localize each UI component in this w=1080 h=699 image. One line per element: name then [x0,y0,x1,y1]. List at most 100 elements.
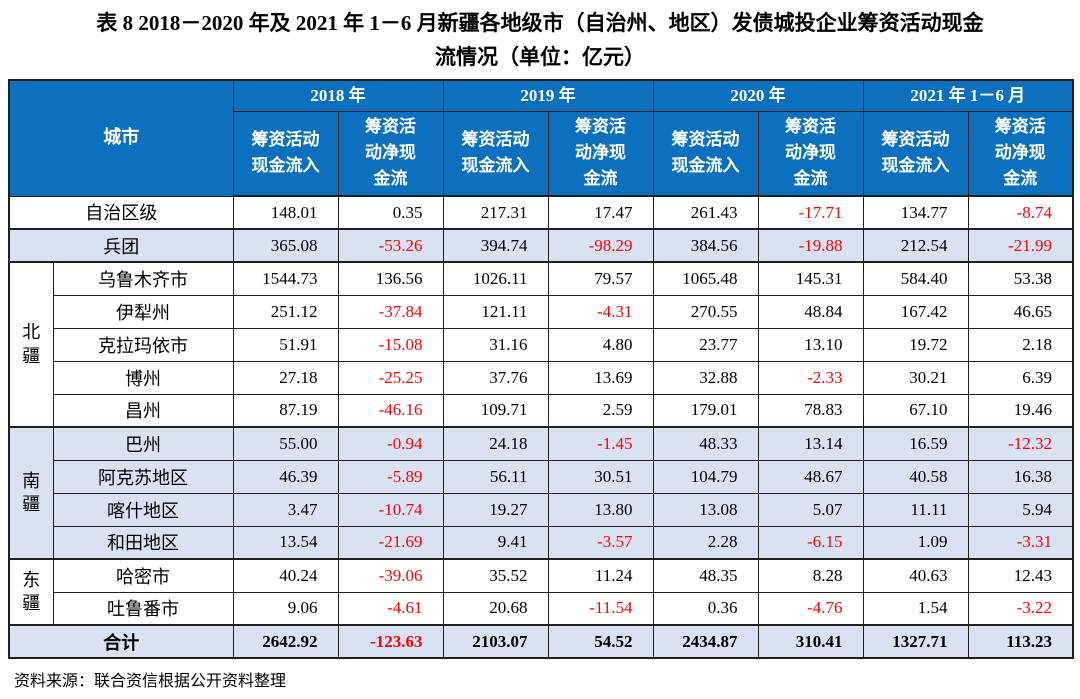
city-cell: 昌州 [52,393,234,428]
value-cell: 54.52 [547,624,654,659]
value-cell: 40.58 [862,459,969,494]
value-cell: 104.79 [652,459,759,494]
value-cell: 13.14 [757,426,864,461]
city-cell: 阿克苏地区 [52,459,234,494]
value-cell: 2.59 [547,393,654,428]
value-cell: 8.28 [757,558,864,593]
value-cell: 87.19 [232,393,339,428]
column-header-city: 城市 [8,79,234,197]
value-cell: 2642.92 [232,624,339,659]
value-cell: -98.29 [547,228,654,263]
city-cell: 吐鲁番市 [52,591,234,626]
value-cell: 4.80 [547,327,654,362]
value-cell: 12.43 [967,558,1074,593]
value-cell: -46.16 [337,393,444,428]
value-cell: 27.18 [232,360,339,395]
value-cell: -1.45 [547,426,654,461]
year-header-2019: 2019 年 [442,79,654,112]
table-title: 表 8 2018－2020 年及 2021 年 1－6 月新疆各地级市（自治州、… [0,0,1080,74]
city-cell: 哈密市 [52,558,234,593]
value-cell: 1026.11 [442,261,549,296]
value-cell: 261.43 [652,195,759,230]
value-cell: 365.08 [232,228,339,263]
table-row: 克拉玛依市 51.91 -15.08 31.16 4.80 23.77 13.10 19.72… [9,327,1074,362]
value-cell: 167.42 [862,294,969,329]
value-cell: 32.88 [652,360,759,395]
value-cell: 212.54 [862,228,969,263]
table-row: 和田地区 13.54 -21.69 9.41 -3.57 2.28 -6.15 1.09 -3.… [9,525,1074,560]
value-cell: 48.33 [652,426,759,461]
value-cell: 37.76 [442,360,549,395]
value-cell: -21.69 [337,525,444,560]
region-label: 南疆 [8,426,54,560]
value-cell: 19.72 [862,327,969,362]
table-row: 吐鲁番市 9.06 -4.61 20.68 -11.54 0.36 -4.76 1.54 -3.… [9,591,1074,626]
year-header-2021h1: 2021 年 1－6 月 [862,79,1074,112]
value-cell: 16.59 [862,426,969,461]
table-row: 南疆 巴州 55.00 -0.94 24.18 -1.45 48.33 13.14 16.59-… [8,426,1074,560]
value-cell: -10.74 [337,492,444,527]
subheader-inflow-2018: 筹资活动 现金流入 [232,110,339,197]
value-cell: -21.99 [967,228,1074,263]
table-row: 昌州 87.19 -46.16 109.71 2.59 179.01 78.83 67.10 1… [9,393,1074,428]
value-cell: -37.84 [337,294,444,329]
value-cell: 19.27 [442,492,549,527]
value-cell: -15.08 [337,327,444,362]
value-cell: -25.25 [337,360,444,395]
value-cell: 394.74 [442,228,549,263]
value-cell: 31.16 [442,327,549,362]
year-header-2020: 2020 年 [652,79,864,112]
year-header-row: 城市 2018 年 2019 年 2020 年 2021 年 1－6 月 [8,79,1074,197]
source-note: 资料来源：联合资信根据公开资料整理 [14,673,287,690]
value-cell: 48.35 [652,558,759,593]
value-cell: 79.57 [547,261,654,296]
subheader-net-2018: 筹资活 动净现 金流 [337,110,444,197]
value-cell: 40.63 [862,558,969,593]
value-cell: 0.35 [337,195,444,230]
table-title-line2: 流情况（单位：亿元） [435,45,645,69]
value-cell: -12.32 [967,426,1074,461]
value-cell: -53.26 [337,228,444,263]
table-header: 城市 2018 年 2019 年 2020 年 2021 年 1－6 月 筹资活… [8,79,1074,197]
value-cell: 179.01 [652,393,759,428]
table-body: 自治区级 148.01 0.35 217.31 17.47 261.43 -17.71 134… [8,195,1074,659]
financing-cashflow-table: 城市 2018 年 2019 年 2020 年 2021 年 1－6 月 筹资活… [8,79,1074,659]
value-cell: 11.24 [547,558,654,593]
table-row: 伊犁州 251.12 -37.84 121.11 -4.31 270.55 48.84 167… [9,294,1074,329]
value-cell: 5.07 [757,492,864,527]
value-cell: -4.61 [337,591,444,626]
value-cell: 1065.48 [652,261,759,296]
value-cell: 0.36 [652,591,759,626]
value-cell: 3.47 [232,492,339,527]
table-row: 合计 2642.92 -123.63 2103.07 54.52 2434.87 310.4… [8,624,1074,659]
value-cell: 251.12 [232,294,339,329]
table-row: 自治区级 148.01 0.35 217.31 17.47 261.43 -17.71 134… [8,195,1074,230]
city-cell: 巴州 [52,426,234,461]
table-row: 北疆 乌鲁木齐市 1544.73 136.56 1026.11 79.57 1065.48 1… [8,261,1074,428]
value-cell: 13.08 [652,492,759,527]
subheader-inflow-2021h1: 筹资活动 现金流入 [862,110,969,197]
table-row: 喀什地区 3.47 -10.74 19.27 13.80 13.08 5.07 11.11 5.… [9,492,1074,527]
value-cell: 13.80 [547,492,654,527]
subheader-net-2020: 筹资活 动净现 金流 [757,110,864,197]
value-cell: 113.23 [967,624,1074,659]
table-title-line1: 表 8 2018－2020 年及 2021 年 1－6 月新疆各地级市（自治州、… [96,11,984,35]
value-cell: 136.56 [337,261,444,296]
value-cell: -8.74 [967,195,1074,230]
table-row: 东疆 哈密市 40.24 -39.06 35.52 11.24 48.35 8.28 40.63… [8,558,1074,626]
value-cell: -6.15 [757,525,864,560]
value-cell: 2.28 [652,525,759,560]
value-cell: 40.24 [232,558,339,593]
value-cell: -4.31 [547,294,654,329]
value-cell: -4.76 [757,591,864,626]
value-cell: 1544.73 [232,261,339,296]
value-cell: 20.68 [442,591,549,626]
value-cell: 67.10 [862,393,969,428]
value-cell: -11.54 [547,591,654,626]
value-cell: 270.55 [652,294,759,329]
city-cell: 兵团 [8,228,234,263]
year-header-2018: 2018 年 [232,79,444,112]
value-cell: 55.00 [232,426,339,461]
value-cell: 1.09 [862,525,969,560]
city-cell: 克拉玛依市 [52,327,234,362]
